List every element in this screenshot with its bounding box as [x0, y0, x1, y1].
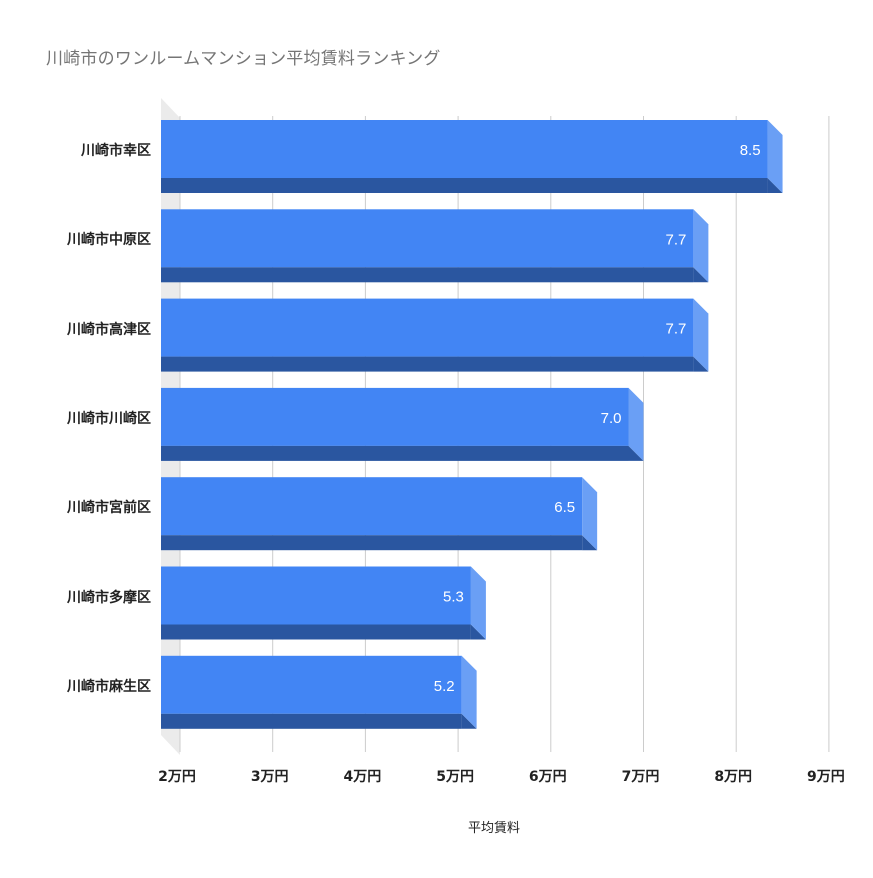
category-label: 川崎市高津区: [67, 321, 151, 338]
x-tick-label: 3万円: [250, 769, 289, 785]
bar-value-label: 8.5: [740, 142, 761, 159]
x-tick-label: 5万円: [436, 769, 474, 785]
category-label: 川崎市川崎区: [67, 410, 151, 427]
x-tick-label: 8万円: [714, 769, 753, 785]
bar-value-label: 7.0: [601, 410, 622, 427]
x-axis-title: 平均賃料: [467, 821, 521, 836]
bar: 6.5: [161, 477, 598, 551]
bar: 5.3: [161, 566, 486, 640]
bar-value-label: 5.3: [443, 589, 464, 606]
bars: 8.5 7.7 7.7 7.0 6.5 5.3 5.2: [161, 120, 783, 729]
category-label: 川崎市多摩区: [67, 589, 151, 606]
bar-value-label: 7.7: [666, 231, 687, 248]
bar: 5.2: [161, 655, 477, 729]
category-label: 川崎市宮前区: [67, 500, 151, 517]
x-tick-label: 9万円: [807, 769, 845, 785]
bar: 7.7: [161, 209, 709, 283]
bar-value-label: 6.5: [554, 499, 575, 516]
category-label: 川崎市麻生区: [67, 678, 151, 695]
bar-value-label: 5.2: [434, 678, 455, 695]
bar: 7.7: [161, 298, 709, 372]
bar-value-label: 7.7: [666, 321, 687, 338]
x-tick-label: 7万円: [621, 769, 660, 785]
bar: 7.0: [161, 387, 644, 461]
category-label: 川崎市中原区: [67, 232, 151, 249]
x-tick-label: 4万円: [343, 769, 382, 785]
category-label: 川崎市幸区: [81, 143, 151, 159]
x-tick-label: 2万円: [158, 769, 196, 785]
x-tick-label: 6万円: [528, 769, 567, 785]
bar: 8.5: [161, 120, 783, 193]
chart-title: 川崎市のワンルームマンション平均賃料ランキング: [46, 49, 441, 69]
